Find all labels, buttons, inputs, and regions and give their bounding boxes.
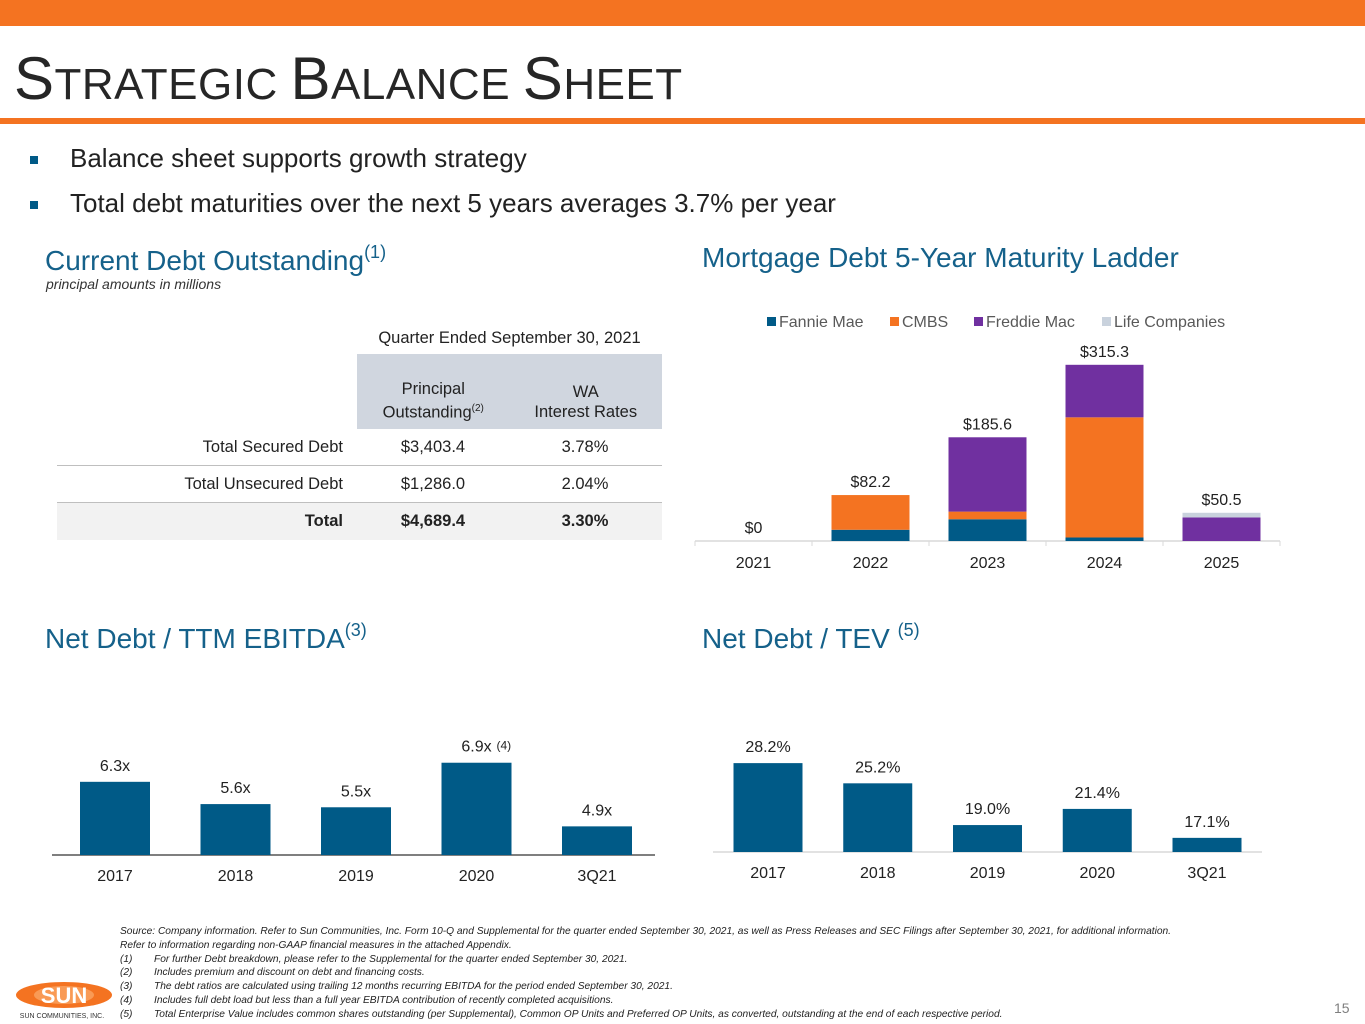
x-tick-label: 2017 <box>750 865 786 882</box>
footnote-item: (2) Includes premium and discount on debt… <box>120 967 425 979</box>
tev-chart: 28.2% 2017 25.2% 2018 19.0% 2019 21.4% 2020 17.1… <box>713 739 1262 882</box>
svg-text:SUN COMMUNITIES, INC.: SUN COMMUNITIES, INC. <box>20 1013 104 1020</box>
debt-table: Quarter Ended September 30, 2021 Princip… <box>57 322 662 540</box>
ladder-chart-title: Mortgage Debt 5-Year Maturity Ladder <box>702 242 1179 273</box>
data-label: 5.6x <box>220 780 250 797</box>
bullet-item: Total debt maturities over the next 5 ye… <box>30 181 836 226</box>
legend-label: CMBS <box>902 314 948 331</box>
bullet-square-icon <box>30 155 38 164</box>
bar <box>441 762 512 855</box>
x-tick-label: 2019 <box>970 865 1006 882</box>
ebitda-chart-title: Net Debt / TTM EBITDA(3) <box>45 620 367 654</box>
table-row: Total Secured Debt $3,403.4 3.78% <box>57 429 662 466</box>
debt-table-title: Current Debt Outstanding(1) <box>45 242 387 276</box>
bar <box>200 804 271 855</box>
table-total-row: Total $4,689.4 3.30% <box>57 503 662 540</box>
top-accent-bar <box>0 0 1365 26</box>
legend-label: Fannie Mae <box>779 314 864 331</box>
bar <box>1172 837 1242 852</box>
maturity-ladder-chart: Fannie Mae CMBS Freddie Mac Life Companies $… <box>694 314 1281 572</box>
x-tick-label: 2019 <box>338 868 374 885</box>
bar <box>733 763 803 852</box>
page-title: STRATEGIC BALANCE SHEET <box>14 45 683 112</box>
bar-segment <box>948 511 1027 520</box>
bar <box>321 807 391 855</box>
footnotes: Source: Company information. Refer to Su… <box>120 925 1171 1022</box>
data-label: 5.5x <box>341 783 371 800</box>
bar-segment <box>1065 364 1144 418</box>
tev-chart-title: Net Debt / TEV (5) <box>702 620 920 654</box>
x-tick-label: 2024 <box>1087 555 1123 572</box>
x-tick-label: 2022 <box>853 555 889 572</box>
data-label: 4.9x <box>582 802 612 819</box>
x-tick-label: 3Q21 <box>577 868 616 885</box>
data-label: 19.0% <box>965 801 1010 818</box>
title-rule <box>0 118 1365 124</box>
footnote-item: (5) Total Enterprise Value includes commo… <box>120 1008 1003 1020</box>
bar <box>843 783 913 852</box>
data-label: $185.6 <box>963 416 1012 433</box>
data-label: 6.3x <box>100 758 130 775</box>
bar-segment <box>1065 417 1144 538</box>
data-label: $50.5 <box>1201 492 1241 509</box>
bullet-square-icon <box>30 200 38 209</box>
x-tick-label: 2018 <box>860 865 896 882</box>
bar-segment <box>1182 512 1261 518</box>
x-tick-label: 2018 <box>218 868 254 885</box>
data-label-note: (4) <box>497 739 512 753</box>
x-tick-label: 2021 <box>736 555 772 572</box>
footnote-non-gaap: Refer to information regarding non-GAAP … <box>120 939 512 951</box>
data-label: $0 <box>745 520 763 537</box>
page-number: 15 <box>1334 1000 1350 1016</box>
bar <box>953 825 1022 852</box>
data-label: 21.4% <box>1075 785 1120 802</box>
x-tick-label: 2020 <box>1079 865 1115 882</box>
bullet-list: Balance sheet supports growth strategy T… <box>30 136 836 226</box>
bar <box>80 781 150 855</box>
x-tick-label: 2025 <box>1204 555 1240 572</box>
bar-segment <box>948 437 1027 512</box>
rate-column-header: WA Interest Rates <box>534 383 638 421</box>
legend-label: Freddie Mac <box>986 314 1075 331</box>
table-row: Total Unsecured Debt $1,286.0 2.04% <box>57 466 662 503</box>
legend-swatch <box>974 317 983 326</box>
bar-segment <box>1182 517 1261 541</box>
footnote-item: (4) Includes full debt load but less than… <box>120 994 614 1006</box>
ebitda-chart: 6.3x 2017 5.6x 2018 5.5x 2019 6.9x (4) 2020 4.9x 3… <box>52 739 655 885</box>
bar-segment <box>1065 537 1144 541</box>
x-tick-label: 2020 <box>459 868 495 885</box>
bar <box>1062 808 1132 852</box>
footnote-item: (3) The debt ratios are calculated using … <box>120 981 673 993</box>
data-label: 17.1% <box>1184 814 1229 831</box>
legend-swatch <box>890 317 899 326</box>
debt-table-subtitle: principal amounts in millions <box>46 276 222 292</box>
principal-column-header: Principal Outstanding(2) <box>382 379 484 422</box>
sun-communities-logo: SUN SUN COMMUNITIES, INC. <box>16 982 112 1020</box>
x-tick-label: 2023 <box>970 555 1006 572</box>
legend-swatch <box>1102 317 1111 326</box>
period-header: Quarter Ended September 30, 2021 <box>378 329 641 347</box>
data-label: $315.3 <box>1080 344 1129 361</box>
bullet-item: Balance sheet supports growth strategy <box>30 136 836 181</box>
legend-label: Life Companies <box>1114 314 1225 331</box>
bar-segment <box>831 495 910 530</box>
data-label: $82.2 <box>850 474 890 491</box>
svg-text:SUN: SUN <box>41 983 87 1008</box>
data-label: 25.2% <box>855 759 900 776</box>
legend-swatch <box>767 317 776 326</box>
x-tick-label: 2017 <box>97 868 133 885</box>
bar-segment <box>948 519 1027 541</box>
footnote-source: Source: Company information. Refer to Su… <box>120 926 1171 937</box>
bar <box>562 826 632 855</box>
bar-segment <box>831 529 910 541</box>
x-tick-label: 3Q21 <box>1187 865 1226 882</box>
data-label: 28.2% <box>745 739 790 756</box>
data-label: 6.9x <box>461 739 491 756</box>
footnote-item: (1) For further Debt breakdown, please re… <box>120 953 628 965</box>
column-headers: Principal Outstanding(2) WA Interest Rates <box>357 354 662 429</box>
